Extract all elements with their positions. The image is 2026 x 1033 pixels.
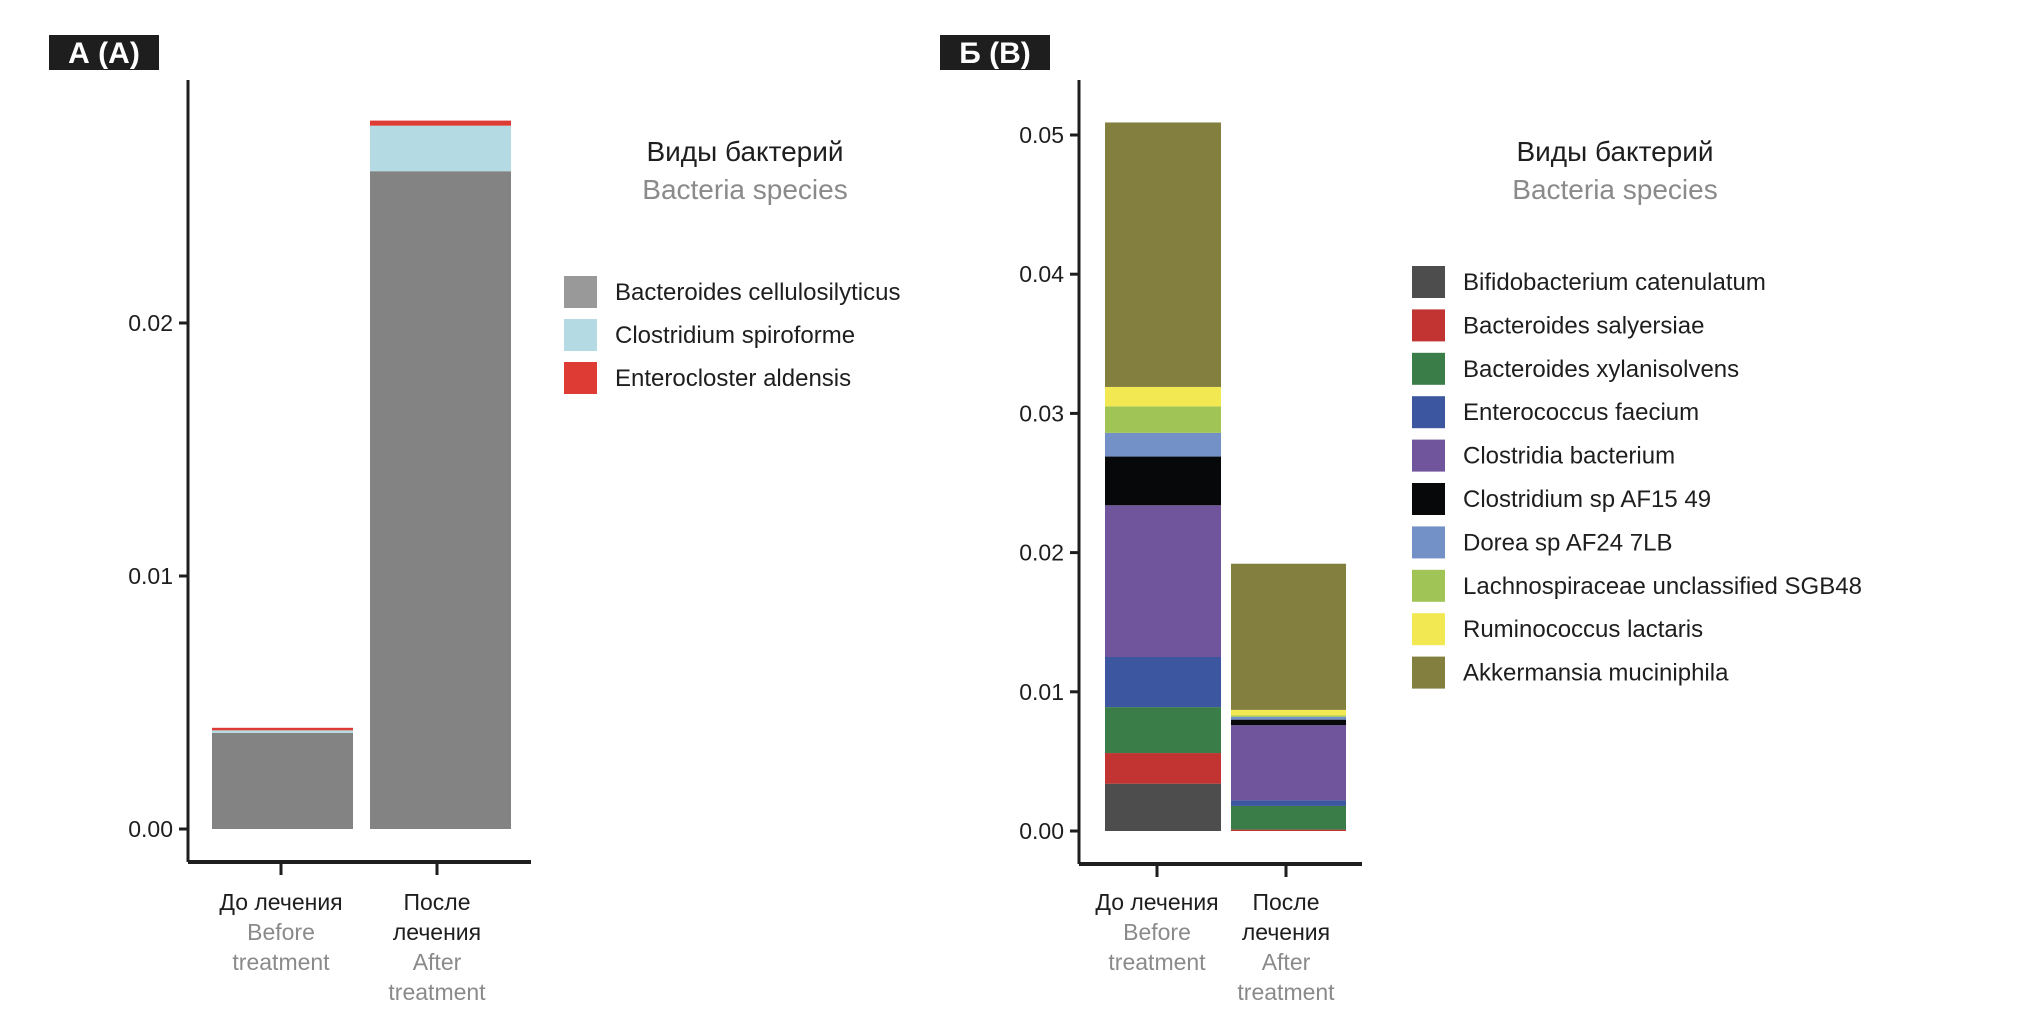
bar-segment-akkermansia-muciniphila	[1105, 122, 1221, 387]
legend-label: Bacteroides cellulosilyticus	[615, 279, 900, 306]
x-tick-label-ru: лечения	[1242, 919, 1330, 945]
legend-label: Ruminococcus lactaris	[1463, 616, 1703, 643]
legend-subtitle: Bacteria species	[1512, 174, 1717, 205]
bar-segment-clostridium-sp-af15-49	[1105, 456, 1221, 506]
legend-swatch	[564, 362, 597, 394]
panel-label: Б (B)	[959, 37, 1031, 70]
y-tick-label: 0.00	[1019, 818, 1064, 844]
x-tick-label-en: Before	[1123, 919, 1191, 945]
bar-segment-dorea-sp-af24-7lb	[1231, 716, 1346, 720]
bar-segment-clostridium-sp-af15-49	[1231, 719, 1346, 726]
bar-segment-enterococcus-faecium	[1231, 800, 1346, 806]
bar-segment-bacteroides-xylanisolvens	[1231, 805, 1346, 830]
panel-label-box	[49, 35, 159, 70]
x-tick-label-ru: До лечения	[219, 889, 342, 915]
legend-label: Lachnospiraceae unclassified SGB48	[1463, 573, 1862, 600]
y-tick-label: 0.03	[1019, 400, 1064, 426]
legend-label: Clostridium sp AF15 49	[1463, 486, 1711, 513]
y-tick-label: 0.04	[1019, 261, 1064, 287]
legend: Виды бактерий Bacteria species Bifidobacte…	[1412, 136, 1862, 689]
bar-segment-lachnospiraceae-unclassified-sgb48	[1105, 406, 1221, 433]
legend-subtitle: Bacteria species	[642, 174, 847, 205]
x-tick-label-ru: После	[403, 889, 470, 915]
legend-swatch	[1412, 526, 1445, 559]
bar-segment-dorea-sp-af24-7lb	[1105, 432, 1221, 457]
legend-swatch	[1412, 656, 1445, 689]
legend-title: Виды бактерий	[1516, 136, 1713, 167]
bar-segment-clostridia-bacterium	[1231, 725, 1346, 801]
bar-segment-bacteroides-salyersiae	[1105, 753, 1221, 784]
x-tick-label-en: treatment	[232, 949, 330, 975]
x-tick-label-ru: После	[1252, 889, 1319, 915]
legend-title: Виды бактерий	[646, 136, 843, 167]
bar-segment-bacteroides-xylanisolvens	[1105, 707, 1221, 754]
legend-swatch	[1412, 309, 1445, 342]
y-tick-label: 0.02	[1019, 540, 1064, 566]
bar-segment-bacteroides-cellulosilyticus	[212, 732, 353, 829]
bar-segment-clostridium-spiroforme	[370, 125, 511, 172]
legend-swatch	[1412, 569, 1445, 602]
panel-b: Б (B) 0.00 0.01 0.02 0.03 0.04 0.05 До лечения B…	[940, 35, 1862, 1005]
bar-segment-bacteroides-salyersiae	[1231, 829, 1346, 831]
legend-label: Clostridia bacterium	[1463, 443, 1675, 470]
legend-swatch	[1412, 352, 1445, 385]
bar-segment-clostridia-bacterium	[1105, 505, 1221, 657]
legend-label: Clostridium spiroforme	[615, 322, 855, 349]
bar-segment-clostridium-spiroforme	[212, 730, 353, 733]
legend: Виды бактерий Bacteria species Bacteroides…	[564, 136, 900, 394]
legend-label: Enterocloster aldensis	[615, 365, 851, 392]
legend-swatch	[1412, 266, 1445, 298]
y-tick-label: 0.02	[128, 310, 173, 336]
legend-label: Akkermansia muciniphila	[1463, 660, 1729, 687]
y-tick-label: 0.01	[128, 563, 173, 589]
x-tick-label-en: Before	[247, 919, 315, 945]
legend-swatch	[564, 319, 597, 351]
legend-swatch	[1412, 613, 1445, 646]
bar-segment-enterocloster-aldensis	[212, 727, 353, 731]
panel-label-box	[940, 35, 1050, 70]
legend-swatch	[1412, 396, 1445, 429]
legend-label: Bacteroides xylanisolvens	[1463, 356, 1739, 383]
bar-segment-bacteroides-cellulosilyticus	[370, 171, 511, 829]
x-tick-label-ru: лечения	[393, 919, 481, 945]
x-tick-label-en: After	[1262, 949, 1311, 975]
bar-segment-akkermansia-muciniphila	[1231, 563, 1346, 710]
panel-label: А (A)	[68, 37, 140, 70]
legend-label: Enterococcus faecium	[1463, 399, 1699, 426]
legend-label: Bifidobacterium catenulatum	[1463, 269, 1766, 296]
bar-segment-enterococcus-faecium	[1105, 657, 1221, 708]
bar-segment-enterocloster-aldensis	[370, 120, 511, 126]
x-tick-label-en: treatment	[1237, 979, 1335, 1005]
bar-segment-lachnospiraceae-unclassified-sgb48	[1231, 715, 1346, 717]
legend-swatch	[564, 276, 597, 308]
bar-segment-ruminococcus-lactaris	[1105, 386, 1221, 407]
y-tick-label: 0.05	[1019, 122, 1064, 148]
bar-segment-bifidobacterium-catenulatum	[1105, 783, 1221, 831]
y-tick-label: 0.00	[128, 816, 173, 842]
bar-segment-ruminococcus-lactaris	[1231, 709, 1346, 716]
legend-label: Bacteroides salyersiae	[1463, 312, 1704, 339]
legend-swatch	[1412, 483, 1445, 515]
legend-label: Dorea sp AF24 7LB	[1463, 529, 1672, 556]
x-tick-label-ru: До лечения	[1095, 889, 1218, 915]
y-tick-label: 0.01	[1019, 679, 1064, 705]
x-tick-label-en: treatment	[388, 979, 486, 1005]
legend-swatch	[1412, 439, 1445, 472]
panel-a: А (A) 0.00 0.01 0.02 До лечения Before treatme…	[49, 35, 900, 1005]
x-tick-label-en: After	[413, 949, 462, 975]
x-tick-label-en: treatment	[1108, 949, 1206, 975]
